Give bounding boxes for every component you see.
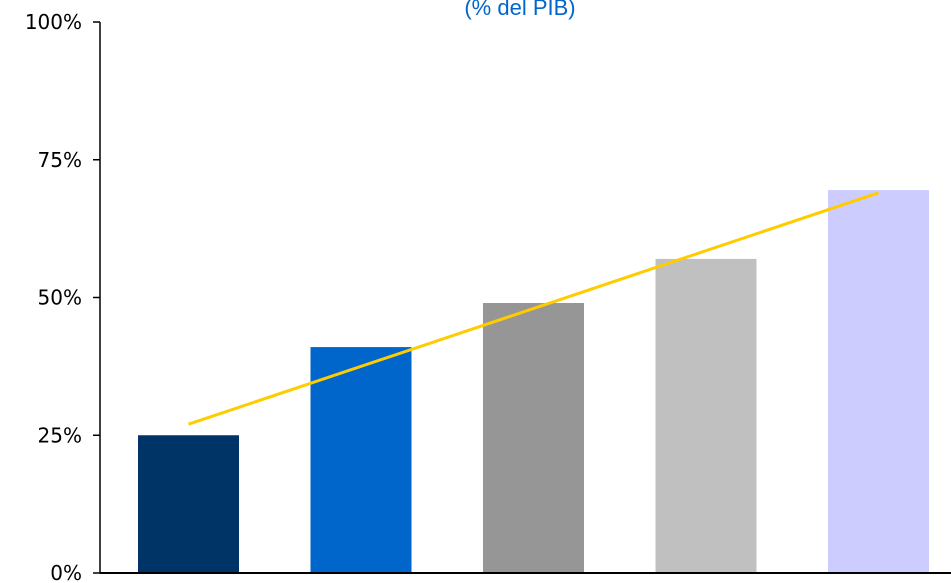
y-tick-label: 100% — [25, 10, 82, 34]
y-tick-label: 75% — [38, 148, 82, 172]
bar-5 — [828, 190, 929, 573]
trendline-group — [188, 191, 879, 426]
bar-1 — [138, 435, 239, 573]
bars-group — [138, 190, 929, 573]
bar-2 — [310, 347, 412, 573]
chart-subtitle: (% del PIB) — [464, 0, 575, 20]
bar-3 — [483, 303, 584, 573]
y-tick-label: 50% — [38, 286, 82, 310]
y-axis: 0% 25% 50% 75% 100% — [25, 10, 951, 583]
y-tick-label: 0% — [50, 561, 82, 583]
y-tick-label: 25% — [38, 423, 82, 447]
trendline — [188, 191, 879, 426]
bar-4 — [655, 258, 757, 573]
